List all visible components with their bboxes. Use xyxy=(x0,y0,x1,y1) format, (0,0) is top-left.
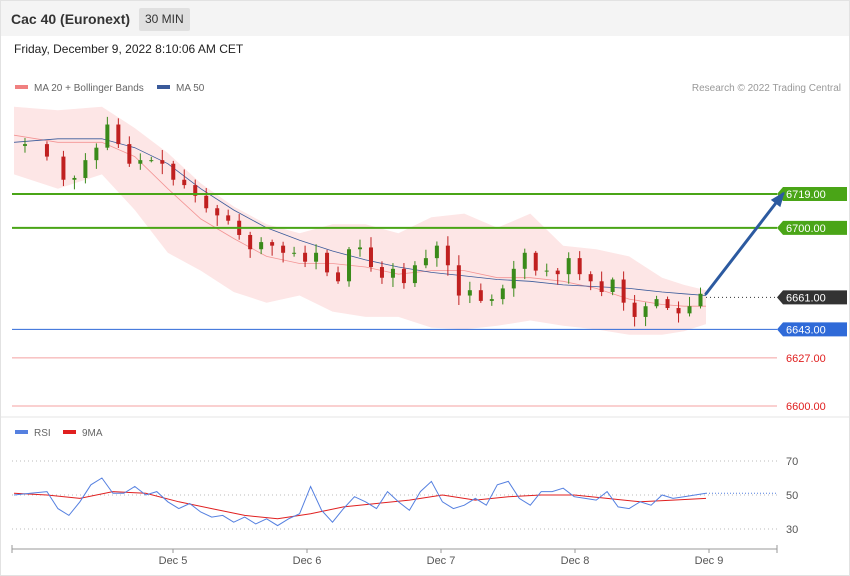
candle-body xyxy=(534,253,538,271)
candle-body xyxy=(677,308,681,313)
rsi-line xyxy=(14,478,706,526)
candle-body xyxy=(479,290,483,301)
candle-body xyxy=(325,253,329,273)
candle-body xyxy=(61,157,65,180)
candle-body xyxy=(149,160,153,161)
x-tick-label: Dec 8 xyxy=(561,555,590,567)
rsi-tick-50: 50 xyxy=(786,490,798,502)
x-tick-label: Dec 9 xyxy=(695,555,724,567)
credit-label: Research © 2022 Trading Central xyxy=(692,83,841,94)
candle-body xyxy=(23,144,27,146)
rsi-ma-legend-label: 9MA xyxy=(82,428,103,439)
candle-body xyxy=(314,253,318,262)
candle-body xyxy=(391,269,395,278)
candle-body xyxy=(336,272,340,281)
candle-body xyxy=(699,294,703,306)
candle-body xyxy=(72,178,76,180)
candle-body xyxy=(138,160,142,164)
candle-body xyxy=(94,148,98,160)
candle-body xyxy=(666,299,670,308)
candle-body xyxy=(600,281,604,292)
level-label-6643.00: 6643.00 xyxy=(786,324,826,336)
candle-body xyxy=(644,306,648,317)
rsi-legend-label: RSI xyxy=(34,428,51,439)
candle-body xyxy=(435,246,439,258)
candle-body xyxy=(369,247,373,267)
candle-body xyxy=(127,144,131,164)
level-label-6600.00: 6600.00 xyxy=(786,401,826,413)
candle-body xyxy=(83,160,87,178)
candle-body xyxy=(160,160,164,164)
candle-body xyxy=(270,242,274,246)
candle-body xyxy=(655,299,659,306)
rsi-tick-30: 30 xyxy=(786,524,798,536)
level-label-6661.00: 6661.00 xyxy=(786,292,826,304)
candle-body xyxy=(589,274,593,281)
candle-body xyxy=(171,164,175,180)
level-label-6627.00: 6627.00 xyxy=(786,353,826,365)
candle-body xyxy=(402,269,406,283)
candle-body xyxy=(292,253,296,254)
candle-body xyxy=(204,196,208,208)
candle-body xyxy=(523,253,527,269)
ma20-legend-label: MA 20 + Bollinger Bands xyxy=(34,83,144,94)
candle-body xyxy=(45,144,49,156)
x-axis: Dec 5 Dec 6 Dec 7 Dec 8 Dec 9 xyxy=(12,545,777,567)
x-tick-label: Dec 6 xyxy=(293,555,322,567)
candle-body xyxy=(567,258,571,274)
candle-body xyxy=(611,280,615,292)
ma50-legend-swatch xyxy=(157,85,170,89)
candle-body xyxy=(501,288,505,299)
candle-body xyxy=(556,271,560,275)
candle-body xyxy=(490,299,494,301)
candle-body xyxy=(116,125,120,145)
candle-body xyxy=(545,271,549,272)
candle-body xyxy=(380,267,384,278)
level-label-6719.00: 6719.00 xyxy=(786,189,826,201)
candle-body xyxy=(688,306,692,313)
ma20-legend-swatch xyxy=(15,85,28,89)
candle-body xyxy=(303,253,307,262)
candle-body xyxy=(468,290,472,295)
candle-body xyxy=(248,235,252,249)
candle-body xyxy=(259,242,263,249)
rsi-panel: 70 50 30 xyxy=(12,456,798,536)
candle-body xyxy=(512,269,516,289)
candle-body xyxy=(358,247,362,249)
candle-body xyxy=(281,246,285,253)
x-tick-label: Dec 7 xyxy=(427,555,456,567)
rsi-tick-70: 70 xyxy=(786,456,798,468)
level-label-6700.00: 6700.00 xyxy=(786,223,826,235)
candle-body xyxy=(226,215,230,220)
x-tick-label: Dec 5 xyxy=(159,555,188,567)
ma50-legend-label: MA 50 xyxy=(176,83,205,94)
rsi-legend-swatch xyxy=(15,430,28,434)
candle-body xyxy=(215,208,219,215)
candle-body xyxy=(457,265,461,295)
projection-arrow xyxy=(706,192,785,294)
rsi-ma-legend-swatch xyxy=(63,430,76,434)
candle-body xyxy=(424,258,428,265)
candle-body xyxy=(633,303,637,317)
candle-body xyxy=(578,258,582,274)
candle-body xyxy=(413,265,417,283)
candle-body xyxy=(347,249,351,281)
candle-body xyxy=(105,125,109,148)
candle-body xyxy=(182,180,186,185)
candle-body xyxy=(446,246,450,266)
projection-line xyxy=(706,194,783,294)
candle-body xyxy=(622,280,626,303)
